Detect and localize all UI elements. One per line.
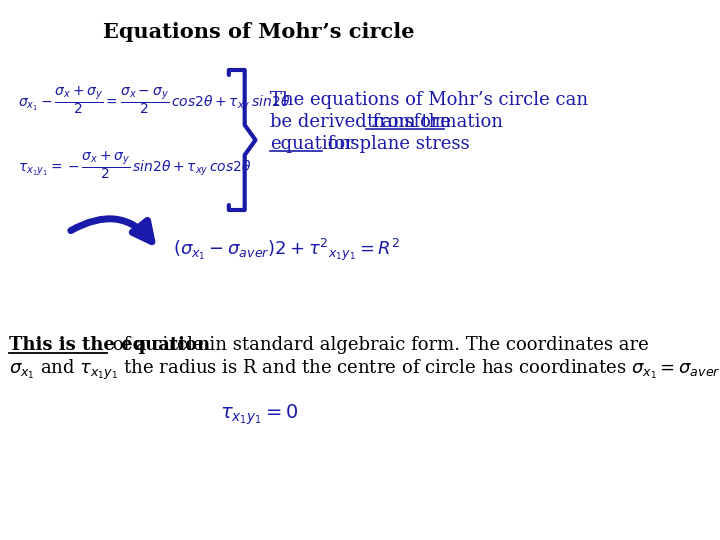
Text: $\sigma_{x_1}$ and $\tau_{x_1 y_1}$ the radius is R and the centre of circle has: $\sigma_{x_1}$ and $\tau_{x_1 y_1}$ the … (9, 358, 720, 382)
Text: This is the equation: This is the equation (9, 336, 210, 354)
Text: $\sigma_{x_1} - \dfrac{\sigma_x+\sigma_y}{2} = \dfrac{\sigma_x-\sigma_y}{2}\,cos: $\sigma_{x_1} - \dfrac{\sigma_x+\sigma_y… (18, 84, 290, 116)
Text: equations: equations (270, 135, 359, 153)
Text: The equations of Mohr’s circle can: The equations of Mohr’s circle can (270, 91, 588, 109)
Text: transformation: transformation (366, 113, 503, 131)
Text: $\tau_{x_1 y_1} = -\dfrac{\sigma_x+\sigma_y}{2}\,sin2\theta + \tau_{xy}\,cos2\th: $\tau_{x_1 y_1} = -\dfrac{\sigma_x+\sigm… (18, 149, 251, 181)
Text: Equations of Mohr’s circle: Equations of Mohr’s circle (104, 22, 415, 42)
Text: be derived from the: be derived from the (270, 113, 456, 131)
Text: $\tau_{x_1 y_1} = 0$: $\tau_{x_1 y_1} = 0$ (220, 403, 298, 427)
Text: for plane stress: for plane stress (323, 135, 470, 153)
FancyArrowPatch shape (71, 219, 152, 242)
Text: of a circle in standard algebraic form. The coordinates are: of a circle in standard algebraic form. … (107, 336, 649, 354)
Text: $(\sigma_{x_1}-\sigma_{aver})2+\tau^2{}_{x_1 y_1} = R^2$: $(\sigma_{x_1}-\sigma_{aver})2+\tau^2{}_… (173, 237, 400, 263)
